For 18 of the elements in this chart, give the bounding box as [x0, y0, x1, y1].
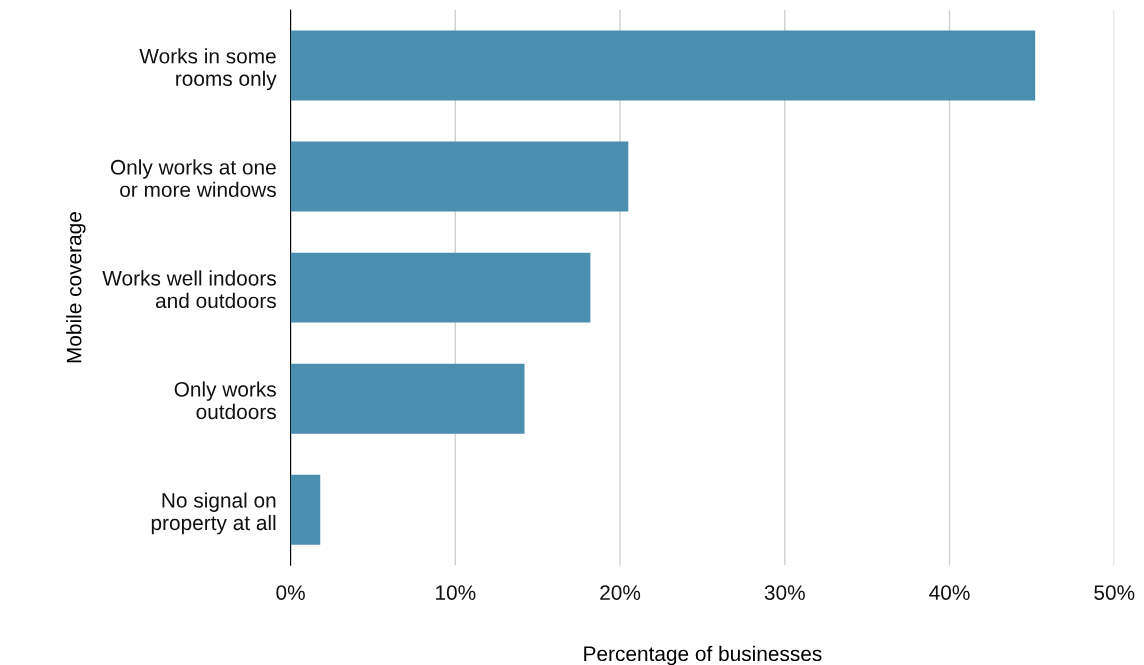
y-tick-label: Only works outdoors [174, 381, 276, 420]
bar [290, 30, 1036, 101]
x-tick-label: 10% [436, 585, 476, 600]
y-axis-title: Mobile coverage [66, 212, 86, 363]
x-tick-label: 50% [1094, 585, 1135, 600]
x-tick-label: 40% [929, 585, 970, 600]
x-axis-title: Percentage of businesses [584, 645, 822, 665]
y-tick-label: Works in some rooms only [139, 48, 277, 91]
bar [290, 252, 591, 323]
bar [290, 141, 629, 212]
y-tick-label: Works well indoors and outdoors [102, 270, 276, 309]
x-tick-label: 0% [276, 585, 305, 600]
bar [290, 363, 525, 434]
bar [290, 474, 321, 545]
y-tick-label: Only works at one or more windows [110, 159, 276, 198]
x-tick-label: 20% [600, 585, 641, 600]
y-tick-label: No signal on property at all [151, 492, 276, 535]
x-tick-label: 30% [764, 585, 805, 600]
